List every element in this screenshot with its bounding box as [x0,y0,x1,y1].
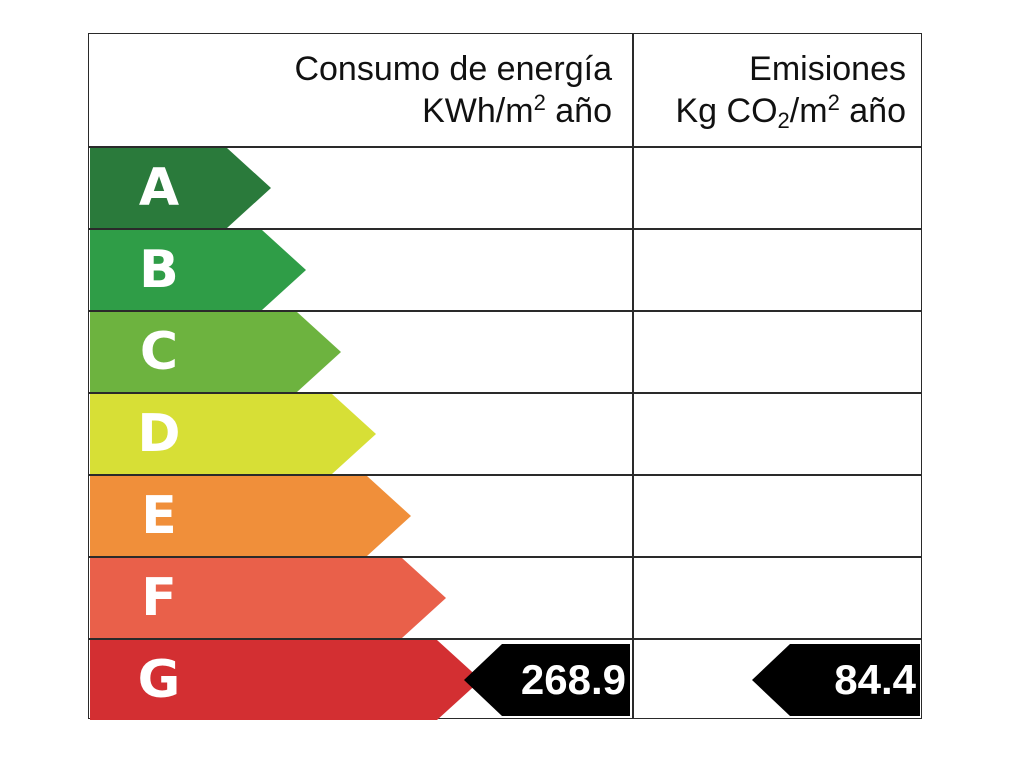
energy-label-table [88,33,922,719]
rating-arrow-f: F [90,558,446,638]
rating-letter: A [138,158,180,218]
rating-letter: B [139,240,179,300]
row-divider [88,228,922,230]
rating-letter: C [139,322,179,382]
rating-letter: D [137,404,181,464]
row-divider [88,310,922,312]
energy-header: Consumo de energía KWh/m2 año [240,48,612,132]
rating-letter: E [141,486,177,546]
energy-header-unit: KWh/m2 año [422,90,612,131]
emissions-header: Emisiones Kg CO2/m2 año [640,48,906,132]
rating-arrow-d: D [90,394,376,474]
row-divider [88,392,922,394]
emissions-value-marker: 84.4 [752,644,920,716]
row-divider [88,638,922,640]
emissions-header-unit: Kg CO2/m2 año [675,90,906,133]
energy-header-title: Consumo de energía [294,50,612,88]
emissions-header-title: Emisiones [749,50,906,88]
rating-letter: G [137,650,181,710]
rating-arrow-b: B [90,230,306,310]
rating-arrow-g: G [90,640,481,720]
row-divider [88,556,922,558]
rating-arrow-c: C [90,312,341,392]
energy-value-marker: 268.9 [464,644,630,716]
rating-letter: F [141,568,177,628]
rating-arrow-e: E [90,476,411,556]
row-divider [88,474,922,476]
row-divider [88,146,922,148]
column-divider [632,33,634,719]
rating-arrow-a: A [90,148,271,228]
